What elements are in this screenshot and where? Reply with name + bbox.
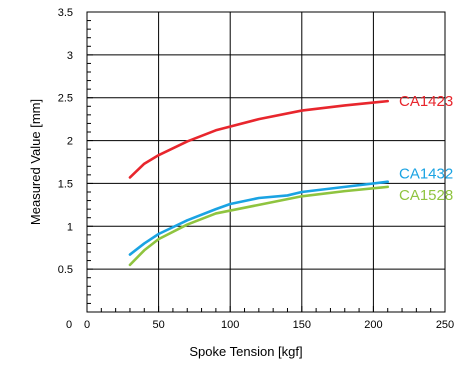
y-tick-label: 1	[67, 221, 73, 233]
x-axis-title: Spoke Tension [kgf]	[189, 344, 302, 359]
plot-frame	[86, 11, 446, 313]
x-tick-label: 0	[84, 319, 90, 331]
series-label-ca1432: CA1432	[399, 166, 453, 183]
series-line-ca1423	[128, 99, 390, 179]
grid	[86, 11, 446, 312]
y-tick-label: 3	[67, 50, 73, 62]
y-tick-label: 2	[67, 136, 73, 148]
x-tick-label: 100	[221, 319, 239, 331]
y-tick-label: 1.5	[58, 178, 73, 190]
y-axis-title: Measured Value [mm]	[28, 99, 43, 225]
series-labels: CA1423 CA1432 CA1528	[399, 93, 453, 204]
series-line-ca1528	[128, 185, 390, 267]
series-label-ca1528: CA1528	[399, 187, 453, 204]
tick-labels: 0 50 100 150 200 250 0.5 1 1.5 2 2.5 3 3.5 0	[58, 7, 454, 331]
origin-tick-label: 0	[66, 319, 72, 331]
x-tick-label: 200	[364, 319, 382, 331]
x-tick-label: 150	[293, 319, 311, 331]
y-tick-label: 3.5	[58, 7, 73, 19]
series-label-ca1423: CA1423	[399, 93, 453, 110]
series-lines	[128, 99, 390, 267]
x-tick-label: 50	[152, 319, 164, 331]
series-line-ca1432	[128, 180, 390, 256]
y-tick-label: 2.5	[58, 93, 73, 105]
y-tick-label: 0.5	[58, 264, 73, 276]
axis-ticks	[86, 11, 446, 313]
x-tick-label: 250	[436, 319, 454, 331]
